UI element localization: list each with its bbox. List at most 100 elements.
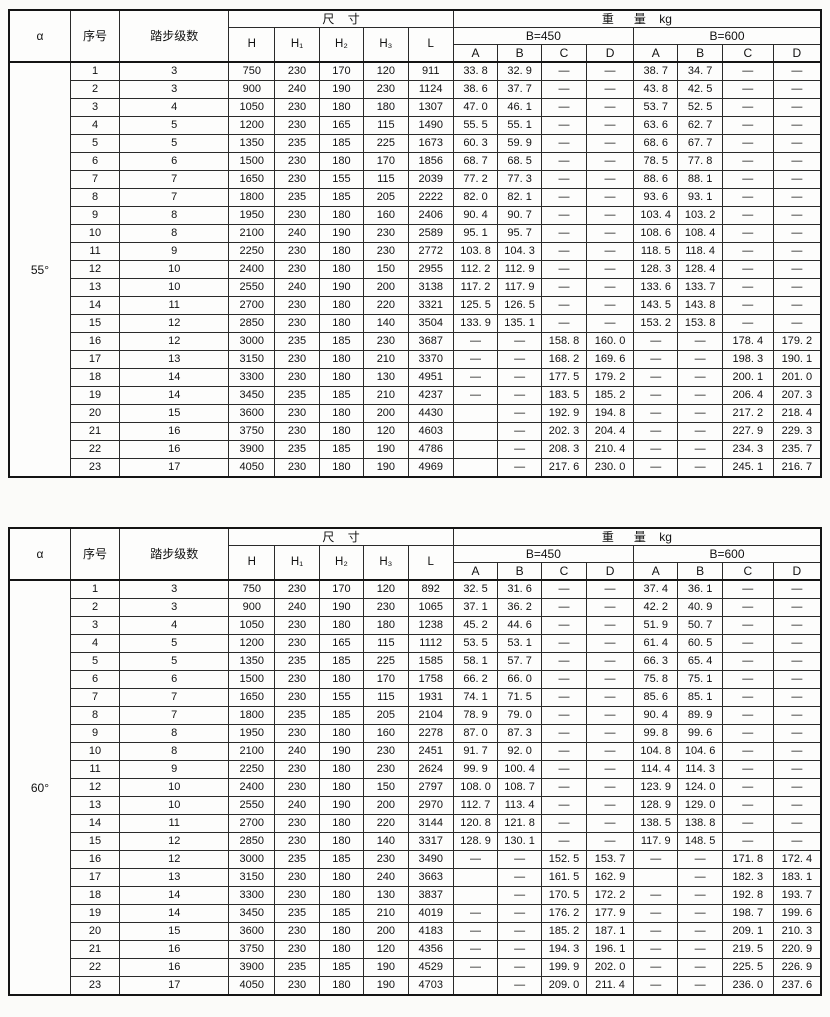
cell-b600-c: 192. 8 xyxy=(721,886,774,905)
cell-b450-d: — xyxy=(586,796,634,815)
table-row: 20 15 3600 230 180 200 4430—192. 9 194. 8— —217.… xyxy=(9,404,822,423)
cell-h3: 210 xyxy=(363,350,409,369)
cell-b600-b: — xyxy=(677,868,723,887)
table-row: 23 17 4050 230 180 190 4703—209. 0 211. 4— —236.… xyxy=(9,976,822,996)
cell-h1: 230 xyxy=(274,724,320,743)
cell-h1: 230 xyxy=(274,760,320,779)
col-header-b600-b: B xyxy=(677,44,723,63)
cell-steps: 10 xyxy=(119,778,230,797)
cell-serial: 4 xyxy=(69,634,121,653)
cell-b600-d: 193. 7 xyxy=(772,886,822,905)
table-row: 18 14 3300 230 180 130 4951— —177. 5 179. 2— —200… xyxy=(9,368,822,387)
cell-steps: 8 xyxy=(119,206,230,225)
cell-b600-c: — xyxy=(721,314,774,333)
cell-b450-b: — xyxy=(497,904,542,923)
cell-h3: 120 xyxy=(363,940,409,959)
cell-b450-a: 53. 5 xyxy=(452,634,499,653)
cell-serial: 20 xyxy=(69,404,121,423)
cell-h1: 240 xyxy=(274,742,320,761)
col-header-b600: B=600 xyxy=(632,545,822,563)
cell-b600-c: — xyxy=(721,278,774,297)
table-row: 17 13 3150 230 180 240 3663—161. 5 162. 9—182. … xyxy=(9,868,822,887)
cell-b600-c: — xyxy=(721,170,774,189)
cell-b450-b: 55. 1 xyxy=(497,116,542,135)
cell-h3: 140 xyxy=(363,314,409,333)
table-row: 2 3 900 240 190 230 1124 38. 6 37. 7— —43. 8 42. 5… xyxy=(9,80,822,99)
cell-b600-b: 85. 1 xyxy=(677,688,723,707)
cell-h3: 205 xyxy=(363,706,409,725)
cell-h3: 200 xyxy=(363,922,409,941)
cell-h2: 180 xyxy=(318,778,365,797)
cell-h: 1050 xyxy=(228,98,276,117)
cell-b450-b: — xyxy=(497,458,542,478)
cell-b450-b: 57. 7 xyxy=(497,652,542,671)
cell-steps: 7 xyxy=(119,170,230,189)
cell-b600-a: — xyxy=(632,458,679,478)
cell-h3: 170 xyxy=(363,152,409,171)
table-row: 3 4 1050 230 180 180 1307 47. 0 46. 1— —53. 7 52. … xyxy=(9,98,822,117)
cell-serial: 13 xyxy=(69,796,121,815)
cell-b450-c: 176. 2 xyxy=(540,904,588,923)
cell-b450-b: 36. 2 xyxy=(497,598,542,617)
cell-b450-d: — xyxy=(586,278,634,297)
cell-b450-d: — xyxy=(586,760,634,779)
cell-serial: 21 xyxy=(69,940,121,959)
cell-steps: 5 xyxy=(119,116,230,135)
cell-b600-c: — xyxy=(721,796,774,815)
col-header-h3: H₃ xyxy=(363,27,409,63)
cell-h2: 190 xyxy=(318,278,365,297)
cell-h2: 185 xyxy=(318,386,365,405)
cell-b600-d: — xyxy=(772,224,822,243)
cell-b450-c: 209. 0 xyxy=(540,976,588,996)
cell-h2: 190 xyxy=(318,224,365,243)
cell-h: 3300 xyxy=(228,886,276,905)
cell-l: 3144 xyxy=(407,814,454,833)
cell-b600-b: 103. 2 xyxy=(677,206,723,225)
cell-b600-a: 37. 4 xyxy=(632,579,679,599)
cell-l: 2222 xyxy=(407,188,454,207)
cell-b600-d: — xyxy=(772,98,822,117)
table-row: 22 16 3900 235 185 190 4786—208. 3 210. 4— —234.… xyxy=(9,440,822,459)
col-header-b600-d: D xyxy=(772,562,822,581)
cell-serial: 7 xyxy=(69,170,121,189)
col-header-steps: 踏步级数 xyxy=(119,527,230,581)
cell-b600-a: 128. 9 xyxy=(632,796,679,815)
table-row: 4 5 1200 230 165 115 1490 55. 5 55. 1— —63. 6 62. … xyxy=(9,116,822,135)
alpha-value: 60° xyxy=(8,579,71,996)
cell-b600-b: — xyxy=(677,386,723,405)
cell-b450-c: 152. 5 xyxy=(540,850,588,869)
cell-serial: 22 xyxy=(69,440,121,459)
cell-b600-a: 66. 3 xyxy=(632,652,679,671)
cell-b450-c: — xyxy=(540,134,588,153)
cell-l: 3687 xyxy=(407,332,454,351)
cell-serial: 12 xyxy=(69,260,121,279)
col-header-b600: B=600 xyxy=(632,27,822,45)
cell-b600-b: — xyxy=(677,850,723,869)
cell-b450-b: — xyxy=(497,940,542,959)
cell-l: 4951 xyxy=(407,368,454,387)
cell-h3: 210 xyxy=(363,904,409,923)
cell-b600-d: — xyxy=(772,61,822,81)
cell-b450-c: 185. 2 xyxy=(540,922,588,941)
cell-l: 3504 xyxy=(407,314,454,333)
cell-b450-d: — xyxy=(586,61,634,81)
cell-b450-d: — xyxy=(586,742,634,761)
table-row: 16 12 3000 235 185 230 3490— —152. 5 153. 7— —171… xyxy=(9,850,822,869)
cell-b600-c: 198. 7 xyxy=(721,904,774,923)
cell-h3: 205 xyxy=(363,188,409,207)
cell-b600-a: 108. 6 xyxy=(632,224,679,243)
cell-b600-d: — xyxy=(772,670,822,689)
cell-h1: 230 xyxy=(274,116,320,135)
cell-b450-c: — xyxy=(540,242,588,261)
cell-steps: 14 xyxy=(119,904,230,923)
cell-serial: 14 xyxy=(69,296,121,315)
cell-b450-d: — xyxy=(586,80,634,99)
cell-h3: 120 xyxy=(363,422,409,441)
cell-b600-b: 138. 8 xyxy=(677,814,723,833)
cell-h2: 180 xyxy=(318,296,365,315)
cell-h: 2700 xyxy=(228,296,276,315)
cell-b450-c: — xyxy=(540,188,588,207)
cell-h3: 210 xyxy=(363,386,409,405)
cell-h3: 140 xyxy=(363,832,409,851)
cell-b450-c: — xyxy=(540,260,588,279)
